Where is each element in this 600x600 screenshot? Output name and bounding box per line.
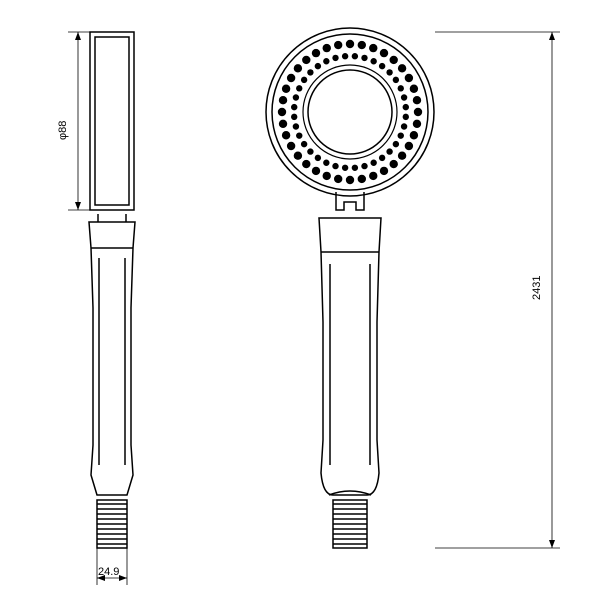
nozzle-dot — [370, 58, 376, 64]
nozzle-dot — [291, 104, 297, 110]
nozzle-dot — [312, 49, 320, 57]
nozzle-dot — [301, 77, 307, 83]
nozzle-dot — [379, 155, 385, 161]
nozzle-dot — [282, 131, 290, 139]
nozzle-dot — [332, 163, 338, 169]
nozzle-dot — [370, 160, 376, 166]
nozzle-dot — [278, 108, 286, 116]
nozzle-dot — [342, 165, 348, 171]
nozzle-dot — [323, 44, 331, 52]
nozzle-dot — [346, 176, 354, 184]
nozzle-dot — [401, 94, 407, 100]
nozzle-dot — [413, 96, 421, 104]
nozzle-dot — [282, 85, 290, 93]
nozzle-dot — [279, 96, 287, 104]
nozzle-dot — [410, 131, 418, 139]
nozzle-dot — [403, 114, 409, 120]
nozzle-dot — [352, 53, 358, 59]
nozzle-dot — [386, 69, 392, 75]
nozzle-dot — [369, 44, 377, 52]
nozzle-dot — [315, 63, 321, 69]
nozzle-dot — [390, 56, 398, 64]
nozzle-dot — [393, 141, 399, 147]
nozzle-dot — [294, 64, 302, 72]
nozzle-dot — [390, 160, 398, 168]
nozzle-dot — [361, 55, 367, 61]
nozzle-dot — [279, 120, 287, 128]
nozzle-dot — [294, 152, 302, 160]
nozzle-dot — [296, 85, 302, 91]
nozzle-dot — [398, 64, 406, 72]
nozzle-dot — [307, 69, 313, 75]
dim-phi88: φ88 — [57, 121, 69, 140]
nozzle-dot — [312, 167, 320, 175]
nozzle-dot — [293, 94, 299, 100]
nozzle-dot — [323, 58, 329, 64]
nozzle-dot — [302, 160, 310, 168]
nozzle-dot — [307, 148, 313, 154]
nozzle-dot — [332, 55, 338, 61]
nozzle-dot — [379, 63, 385, 69]
nozzle-dot — [323, 172, 331, 180]
nozzle-dot — [301, 141, 307, 147]
nozzle-dot — [302, 56, 310, 64]
nozzle-dot — [315, 155, 321, 161]
nozzle-dot — [380, 167, 388, 175]
nozzle-dot — [401, 123, 407, 129]
nozzle-dot — [323, 160, 329, 166]
dim-2431: 2431 — [531, 276, 543, 300]
nozzle-dot — [342, 53, 348, 59]
side-view — [89, 32, 135, 548]
front-view — [266, 28, 434, 548]
nozzle-dot — [380, 49, 388, 57]
nozzle-dot — [410, 85, 418, 93]
nozzle-dot — [403, 104, 409, 110]
nozzle-dot — [386, 148, 392, 154]
nozzle-dot — [287, 142, 295, 150]
nozzle-dot — [398, 132, 404, 138]
nozzle-dot — [413, 120, 421, 128]
nozzle-dot — [296, 132, 302, 138]
nozzle-dot — [334, 41, 342, 49]
nozzle-dot — [361, 163, 367, 169]
nozzle-dot — [405, 142, 413, 150]
nozzle-dot — [398, 85, 404, 91]
nozzle-dot — [393, 77, 399, 83]
nozzle-dot — [405, 74, 413, 82]
nozzle-dot — [358, 41, 366, 49]
nozzle-dot — [334, 175, 342, 183]
nozzle-dot — [398, 152, 406, 160]
nozzle-dot — [352, 165, 358, 171]
dim-24-9: 24.9 — [98, 566, 119, 578]
nozzle-dot — [414, 108, 422, 116]
nozzle-dot — [369, 172, 377, 180]
nozzle-dot — [358, 175, 366, 183]
nozzle-dot — [291, 114, 297, 120]
nozzle-dot — [287, 74, 295, 82]
nozzle-dot — [346, 40, 354, 48]
nozzle-dot — [293, 123, 299, 129]
